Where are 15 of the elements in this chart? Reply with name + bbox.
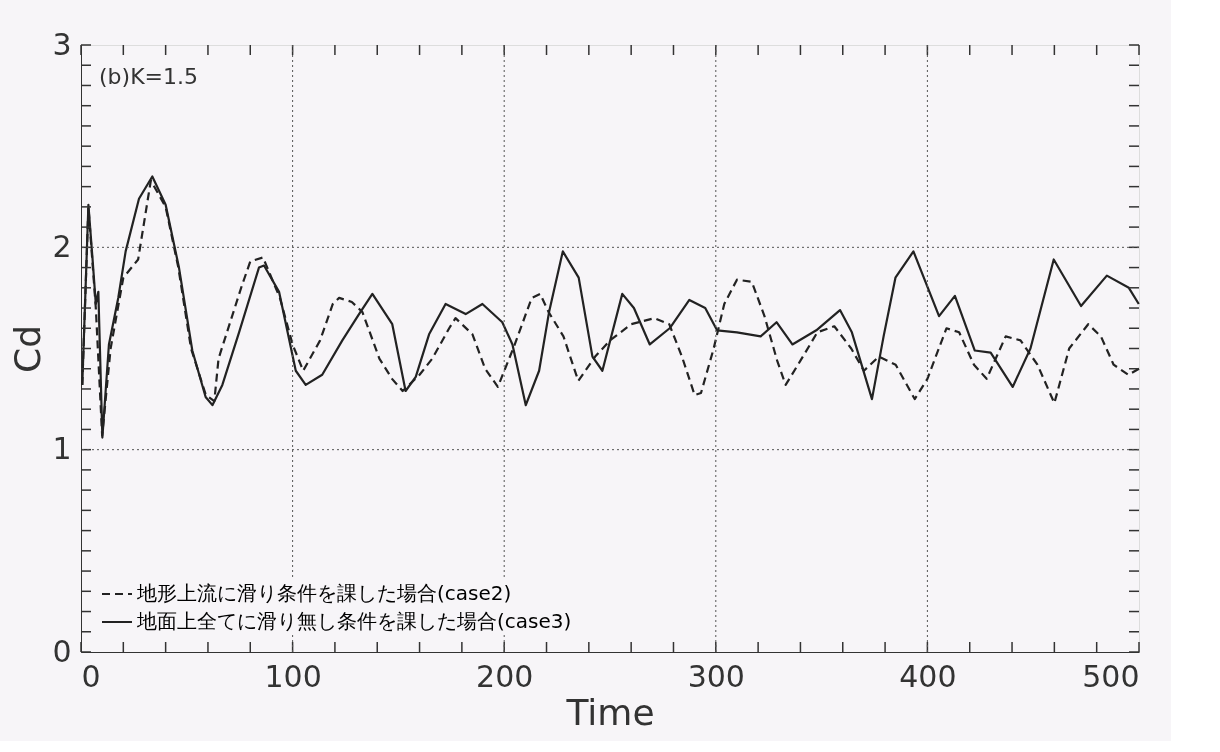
y-axis-title: Cd <box>7 325 49 373</box>
annotation: (b)K=1.5 <box>99 64 198 89</box>
x-tick-label: 400 <box>899 658 957 694</box>
x-tick-label: 200 <box>476 658 534 694</box>
x-tick-label: 500 <box>1082 658 1140 694</box>
y-tick-label: 0 <box>52 633 72 669</box>
y-tick-label: 2 <box>52 228 72 264</box>
y-tick-label: 1 <box>52 431 72 467</box>
legend-label: 地形上流に滑り条件を課した場合(case2) <box>136 581 512 605</box>
y-tick-label: 3 <box>52 26 72 62</box>
x-axis-title: Time <box>565 691 655 733</box>
x-tick-label: 100 <box>264 658 322 694</box>
x-tick-label: 0 <box>81 658 101 694</box>
legend-label: 地面上全てに滑り無し条件を課した場合(case3) <box>136 609 572 633</box>
x-tick-label: 300 <box>687 658 745 694</box>
